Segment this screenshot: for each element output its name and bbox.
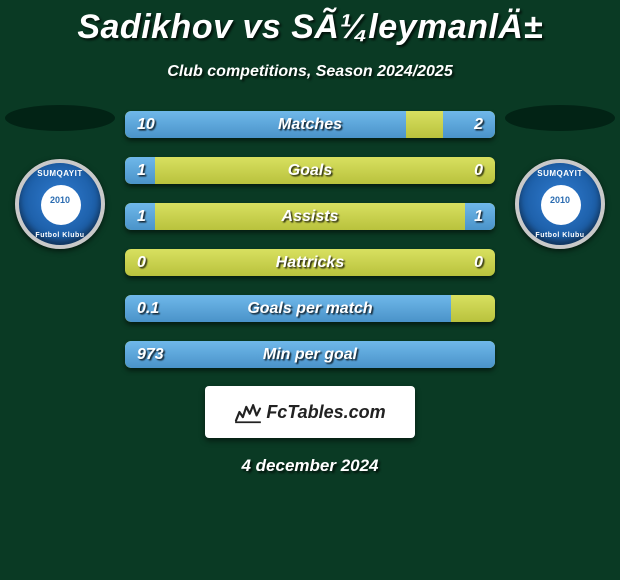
stat-bar: 11Assists [125, 203, 495, 230]
badge-top-text: SUMQAYIT [537, 169, 583, 178]
subtitle: Club competitions, Season 2024/2025 [0, 63, 620, 81]
stat-bar: 0.1Goals per match [125, 295, 495, 322]
stat-bar: 102Matches [125, 111, 495, 138]
stat-bar: 973Min per goal [125, 341, 495, 368]
player-right-club-badge: SUMQAYIT 2010 Futbol Klubu [515, 159, 605, 249]
stat-label: Min per goal [125, 341, 495, 368]
stat-bar: 00Hattricks [125, 249, 495, 276]
stat-bar: 10Goals [125, 157, 495, 184]
stat-label: Matches [125, 111, 495, 138]
branding-box: FcTables.com [205, 386, 415, 438]
player-right-shadow [505, 105, 615, 131]
branding-text: FcTables.com [266, 402, 385, 423]
player-right-column: SUMQAYIT 2010 Futbol Klubu [500, 105, 620, 249]
stat-bars-container: 102Matches 10Goals 11Assists 00Hattricks 0.1… [125, 111, 495, 368]
badge-year: 2010 [50, 195, 70, 205]
badge-bottom-text: Futbol Klubu [535, 232, 584, 239]
player-left-shadow [5, 105, 115, 131]
stat-label: Hattricks [125, 249, 495, 276]
fctables-icon [234, 400, 262, 424]
badge-year: 2010 [550, 195, 570, 205]
player-left-club-badge: SUMQAYIT 2010 Futbol Klubu [15, 159, 105, 249]
date-text: 4 december 2024 [0, 456, 620, 476]
player-left-column: SUMQAYIT 2010 Futbol Klubu [0, 105, 120, 249]
badge-top-text: SUMQAYIT [37, 169, 83, 178]
badge-bottom-text: Futbol Klubu [35, 232, 84, 239]
stat-label: Assists [125, 203, 495, 230]
page-title: Sadikhov vs SÃ¼leymanlÄ± [0, 0, 620, 47]
stat-label: Goals per match [125, 295, 495, 322]
stat-label: Goals [125, 157, 495, 184]
comparison-area: SUMQAYIT 2010 Futbol Klubu SUMQAYIT 2010… [0, 111, 620, 368]
